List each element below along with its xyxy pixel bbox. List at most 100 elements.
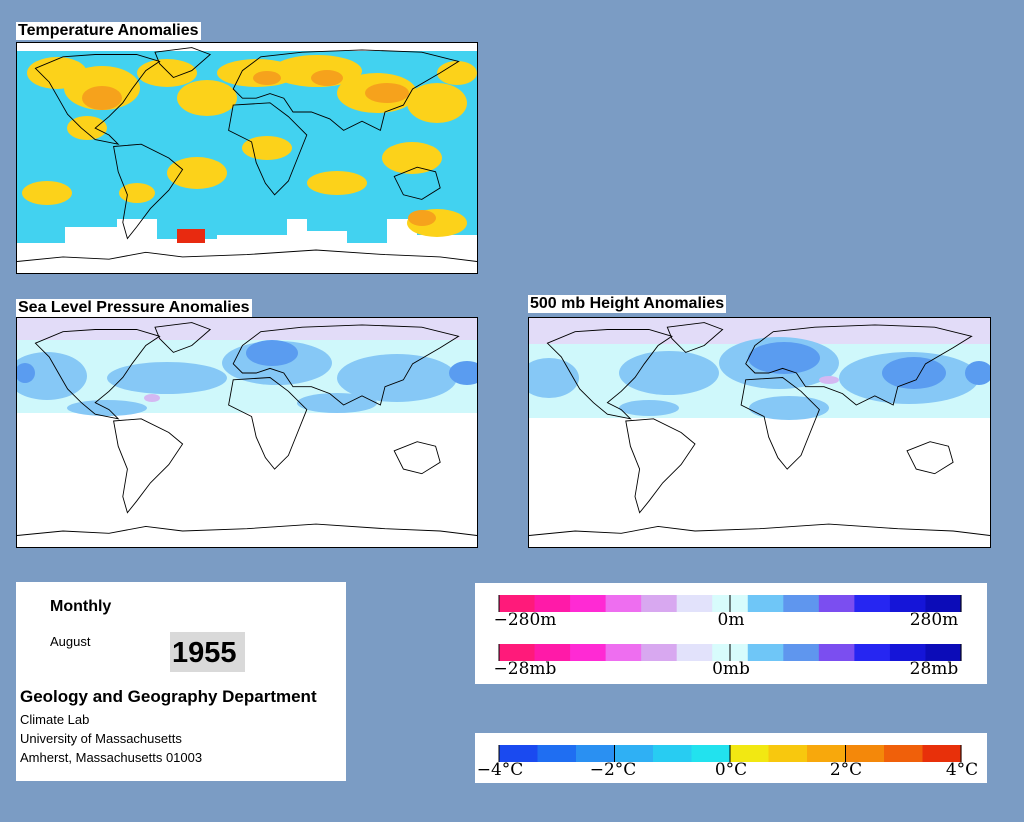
strong-negative-anomaly-region [449,361,477,385]
height-anomaly-map [528,317,991,548]
lavender-anomaly-field [17,318,477,340]
warm-anomaly-region [307,171,367,195]
height-bar-swatch [925,595,962,612]
negative-anomaly-region [337,354,457,402]
pressure-bar-swatch [783,644,820,661]
height-legend-min: −280m [493,610,557,630]
temperature-bar-swatch [768,745,808,762]
pressure-bar-swatch [641,644,678,661]
warm-anomaly-region [407,83,467,123]
antarctica-coastline [529,523,990,536]
greenland-coastline [666,322,724,353]
negative-anomaly-region [619,400,679,416]
africa-coastline [228,102,308,196]
greenland-coastline [154,47,212,79]
south-america-coastline [113,418,184,514]
pressure-bar-swatch [534,644,571,661]
strong-negative-anomaly-region [17,363,35,383]
africa-coastline [740,377,820,470]
height-bar-swatch [818,595,855,612]
department-label: Geology and Geography Department [20,687,317,706]
negative-anomaly-region [107,362,227,394]
temperature-legend-label: 0°C [714,760,748,780]
temperature-bar-swatch [653,745,693,762]
negative-anomaly-region [619,351,719,395]
height-bar-swatch [534,595,571,612]
hot-anomaly-region [177,229,205,243]
negative-anomaly-region [749,396,829,420]
height-bar-swatch [641,595,678,612]
warmer-anomaly-region [408,210,436,226]
eurasia-coastline [745,324,973,406]
pressure-bar-swatch [818,644,855,661]
temperature-bar-swatch [537,745,577,762]
height-panel-title: 500 mb Height Anomalies [528,295,727,313]
warmer-anomaly-region [365,83,409,103]
year-badge: 1955 [170,632,245,672]
negative-anomaly-region [17,352,87,400]
greenland-coastline [154,322,212,353]
height-bar-swatch [499,595,536,612]
pressure-legend-min: −28mb [493,659,557,679]
temperature-bar-swatch [807,745,847,762]
temperature-legend-label: 2°C [829,760,863,780]
temperature-bar-swatch [576,745,616,762]
period-label: Monthly [50,598,112,615]
warm-anomaly-region [67,116,107,140]
north-america-coastline [546,329,673,420]
positive-anomaly-region [819,376,839,384]
strong-negative-anomaly-region [965,361,990,385]
warmer-anomaly-region [253,71,281,85]
negative-anomaly-region [297,393,377,413]
warm-anomaly-region [437,61,477,85]
warm-anomaly-region [382,142,442,174]
height-bar-swatch [783,595,820,612]
height-bar-swatch [570,595,607,612]
height-bar-swatch [676,595,713,612]
temperature-bar-swatch [499,745,539,762]
australia-coastline [393,441,441,475]
north-america-coastline [34,329,161,420]
warm-anomaly-region [22,181,72,205]
pressure-bar-swatch [889,644,927,661]
australia-coastline [393,166,441,200]
temperature-legend-label: 4°C [945,760,979,780]
south-america-coastline [113,143,184,240]
pressure-bar-swatch [499,644,536,661]
temperature-legend: −4°C −2°C 0°C 2°C 4°C [475,733,987,783]
strong-negative-anomaly-region [748,342,820,374]
negative-anomaly-region [529,358,579,398]
pressure-color-bar [498,644,962,661]
pressure-bar-swatch [925,644,962,661]
australia-coastline [906,441,954,475]
lab-label: Climate Lab [20,712,90,727]
height-bar-swatch [889,595,927,612]
south-america-coastline [625,418,696,514]
university-label: University of Massachusetts [20,731,182,746]
temperature-bar-swatch [845,745,885,762]
temperature-anomaly-map [16,42,478,274]
temperature-legend-label: −4°C [476,760,524,780]
slp-panel-title: Sea Level Pressure Anomalies [16,299,252,317]
temperature-legend-label: −2°C [589,760,637,780]
pressure-legend-max: 28mb [909,659,959,679]
strong-negative-anomaly-region [882,357,946,389]
eurasia-coastline [232,324,460,406]
pressure-bar-swatch [570,644,607,661]
warm-anomaly-region [167,157,227,189]
pressure-bar-swatch [854,644,891,661]
temperature-bar-swatch [614,745,654,762]
warm-anomaly-region [177,80,237,116]
slp-anomaly-map [16,317,478,548]
warm-anomaly-region [119,183,155,203]
pressure-bar-swatch [676,644,713,661]
temperature-bar-swatch [884,745,924,762]
pressure-legend-zero: 0mb [712,659,750,679]
height-bar-swatch [605,595,642,612]
temperature-color-bar [498,745,962,762]
strong-negative-anomaly-region [246,340,298,366]
height-legend-max: 280m [909,610,959,630]
north-america-coastline [34,54,161,145]
address-label: Amherst, Massachusetts 01003 [20,750,203,765]
warm-anomaly-region [242,136,292,160]
